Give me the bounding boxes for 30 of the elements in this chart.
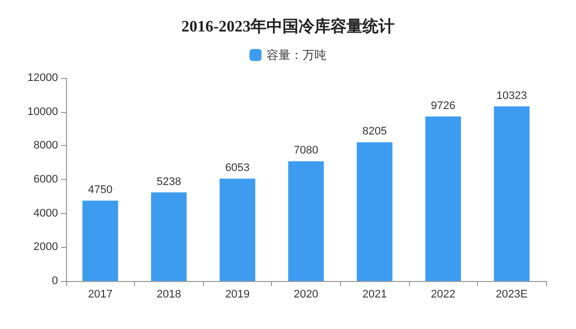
bar [220,178,256,281]
legend-label: 容量：万吨 [266,48,326,62]
data-label: 4750 [88,184,113,196]
y-tick-label: 0 [52,275,58,287]
data-label: 9726 [430,100,456,112]
bar [288,161,324,281]
data-label: 5238 [156,176,182,188]
x-tick-label: 2017 [88,288,113,300]
y-tick-label: 12000 [27,72,58,84]
data-label: 8205 [362,126,387,138]
y-tick-label: 6000 [34,174,58,186]
bar [494,106,530,281]
x-tick-label: 2020 [294,288,318,300]
bar [425,116,461,281]
data-label: 6053 [225,162,250,174]
y-tick-label: 8000 [34,140,58,152]
y-tick-label: 2000 [34,241,58,254]
x-tick-label: 2019 [225,288,250,300]
y-tick-label: 10000 [27,106,58,118]
data-label: 10323 [496,90,528,102]
x-tick-label: 2021 [362,288,387,300]
x-tick-label: 2018 [156,288,182,300]
y-tick-label: 4000 [34,207,58,220]
data-label: 7080 [294,144,318,157]
bar [151,192,187,281]
chart-title: 2016-2023年中国冷库容量统计 [181,16,395,36]
x-tick-label: 2022 [430,288,456,300]
x-tick-label: 2023E [496,288,528,300]
bar [356,142,392,281]
bar [82,200,118,281]
